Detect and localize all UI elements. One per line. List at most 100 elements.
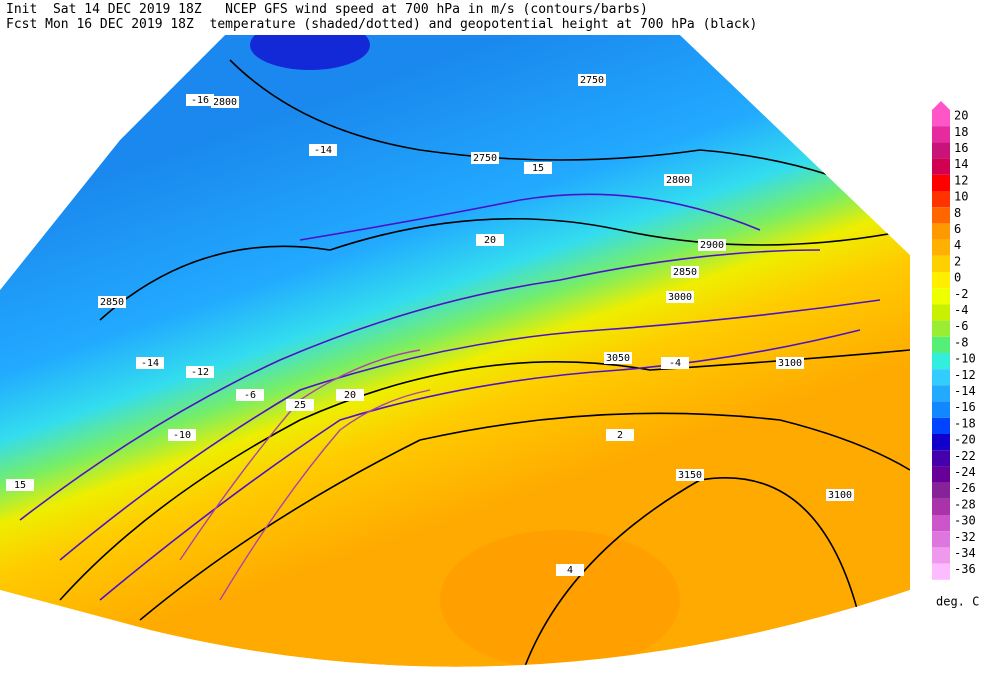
map-label-bg (186, 366, 214, 378)
colorbar-label: -4 (954, 303, 968, 317)
map-label-bg (168, 429, 196, 441)
map-label-bg (676, 469, 704, 481)
colorbar-label: -28 (954, 497, 976, 511)
colorbar-swatch (932, 353, 950, 370)
map-label-bg (286, 399, 314, 411)
colorbar-swatch (932, 434, 950, 451)
colorbar-swatch (932, 110, 950, 127)
colorbar-label: -8 (954, 335, 968, 349)
map-label: 3050 (606, 353, 630, 364)
map-label: 4 (567, 565, 573, 576)
map-label-bg (606, 429, 634, 441)
map-label-bg (211, 96, 239, 108)
map-label: 2850 (100, 297, 124, 308)
map-label-bg (604, 352, 632, 364)
colorbar-label: -30 (954, 514, 976, 528)
colorbar-label: 12 (954, 173, 968, 187)
colorbar-label: -22 (954, 449, 976, 463)
colorbar-swatch (932, 320, 950, 337)
colorbar-unit: deg. C (936, 595, 979, 609)
map-label: 2 (617, 430, 623, 441)
colorbar-swatch (932, 547, 950, 564)
colorbar-label: 20 (954, 109, 968, 123)
colorbar-label: 2 (954, 254, 961, 268)
colorbar-swatch (932, 466, 950, 483)
colorbar-label: -10 (954, 352, 976, 366)
colorbar-swatch (932, 174, 950, 191)
colorbar-label: -2 (954, 287, 968, 301)
map-label: -16 (191, 95, 209, 106)
colorbar-swatch (932, 515, 950, 532)
header-line: Fcst Mon 16 DEC 2019 18Z temperature (sh… (6, 17, 757, 32)
map-label-bg (556, 564, 584, 576)
colorbar-swatch (932, 142, 950, 159)
colorbar-label: -18 (954, 416, 976, 430)
map-label: -10 (173, 430, 191, 441)
map-label-bg (671, 266, 699, 278)
colorbar-swatch (932, 126, 950, 143)
map-label: 3100 (778, 358, 802, 369)
map-label-bg (98, 296, 126, 308)
colorbar-label: -26 (954, 481, 976, 495)
colorbar-swatch (932, 239, 950, 256)
colorbar-swatch (932, 207, 950, 224)
map-label: 2750 (473, 153, 497, 164)
colorbar-swatch (932, 223, 950, 240)
map-label: 2800 (666, 175, 690, 186)
map-label-bg (476, 234, 504, 246)
colorbar-swatch (932, 531, 950, 548)
colorbar-label: 8 (954, 206, 961, 220)
colorbar-label: 4 (954, 238, 961, 252)
map-label-bg (578, 74, 606, 86)
map-label-bg (236, 389, 264, 401)
map-label: 15 (14, 480, 26, 491)
colorbar-label: -14 (954, 384, 976, 398)
map (0, 35, 910, 667)
colorbar-swatch (932, 158, 950, 175)
map-label: -6 (244, 390, 256, 401)
map-label-bg (524, 162, 552, 174)
colorbar-swatch (932, 563, 950, 580)
colorbar-swatch (932, 401, 950, 418)
map-label-bg (698, 239, 726, 251)
colorbar-swatch (932, 336, 950, 353)
map-label-bg (776, 357, 804, 369)
colorbar-label: -6 (954, 319, 968, 333)
colorbar-label: 14 (954, 157, 968, 171)
colorbar-label: -24 (954, 465, 976, 479)
colorbar-label: -32 (954, 530, 976, 544)
map-label: 2750 (580, 75, 604, 86)
map-label-bg (666, 291, 694, 303)
map-label: 2850 (673, 267, 697, 278)
colorbar-arrow (932, 101, 950, 110)
map-label-bg (309, 144, 337, 156)
colorbar-label: 10 (954, 190, 968, 204)
colorbar-swatch (932, 385, 950, 402)
cold-core (250, 35, 370, 70)
map-label: 3000 (668, 292, 692, 303)
map-label: -14 (141, 358, 159, 369)
colorbar-swatch (932, 482, 950, 499)
map-label: -12 (191, 367, 209, 378)
map-label: 15 (532, 163, 544, 174)
colorbar-swatch (932, 450, 950, 467)
map-label: -14 (314, 145, 332, 156)
colorbar-label: -34 (954, 546, 976, 560)
map-label: -4 (669, 358, 681, 369)
colorbar-label: 16 (954, 141, 968, 155)
colorbar-swatch (932, 288, 950, 305)
map-label-bg (136, 357, 164, 369)
colorbar-label: -20 (954, 433, 976, 447)
colorbar-label: -36 (954, 562, 976, 576)
colorbar-label: 0 (954, 271, 961, 285)
wind-contours (19, 193, 881, 601)
map-label: 20 (344, 390, 356, 401)
colorbar-swatch (932, 417, 950, 434)
map-label: 3150 (678, 470, 702, 481)
map-label-bg (6, 479, 34, 491)
map-label-bg (471, 152, 499, 164)
map-label-bg (186, 94, 214, 106)
map-label: 25 (294, 400, 306, 411)
